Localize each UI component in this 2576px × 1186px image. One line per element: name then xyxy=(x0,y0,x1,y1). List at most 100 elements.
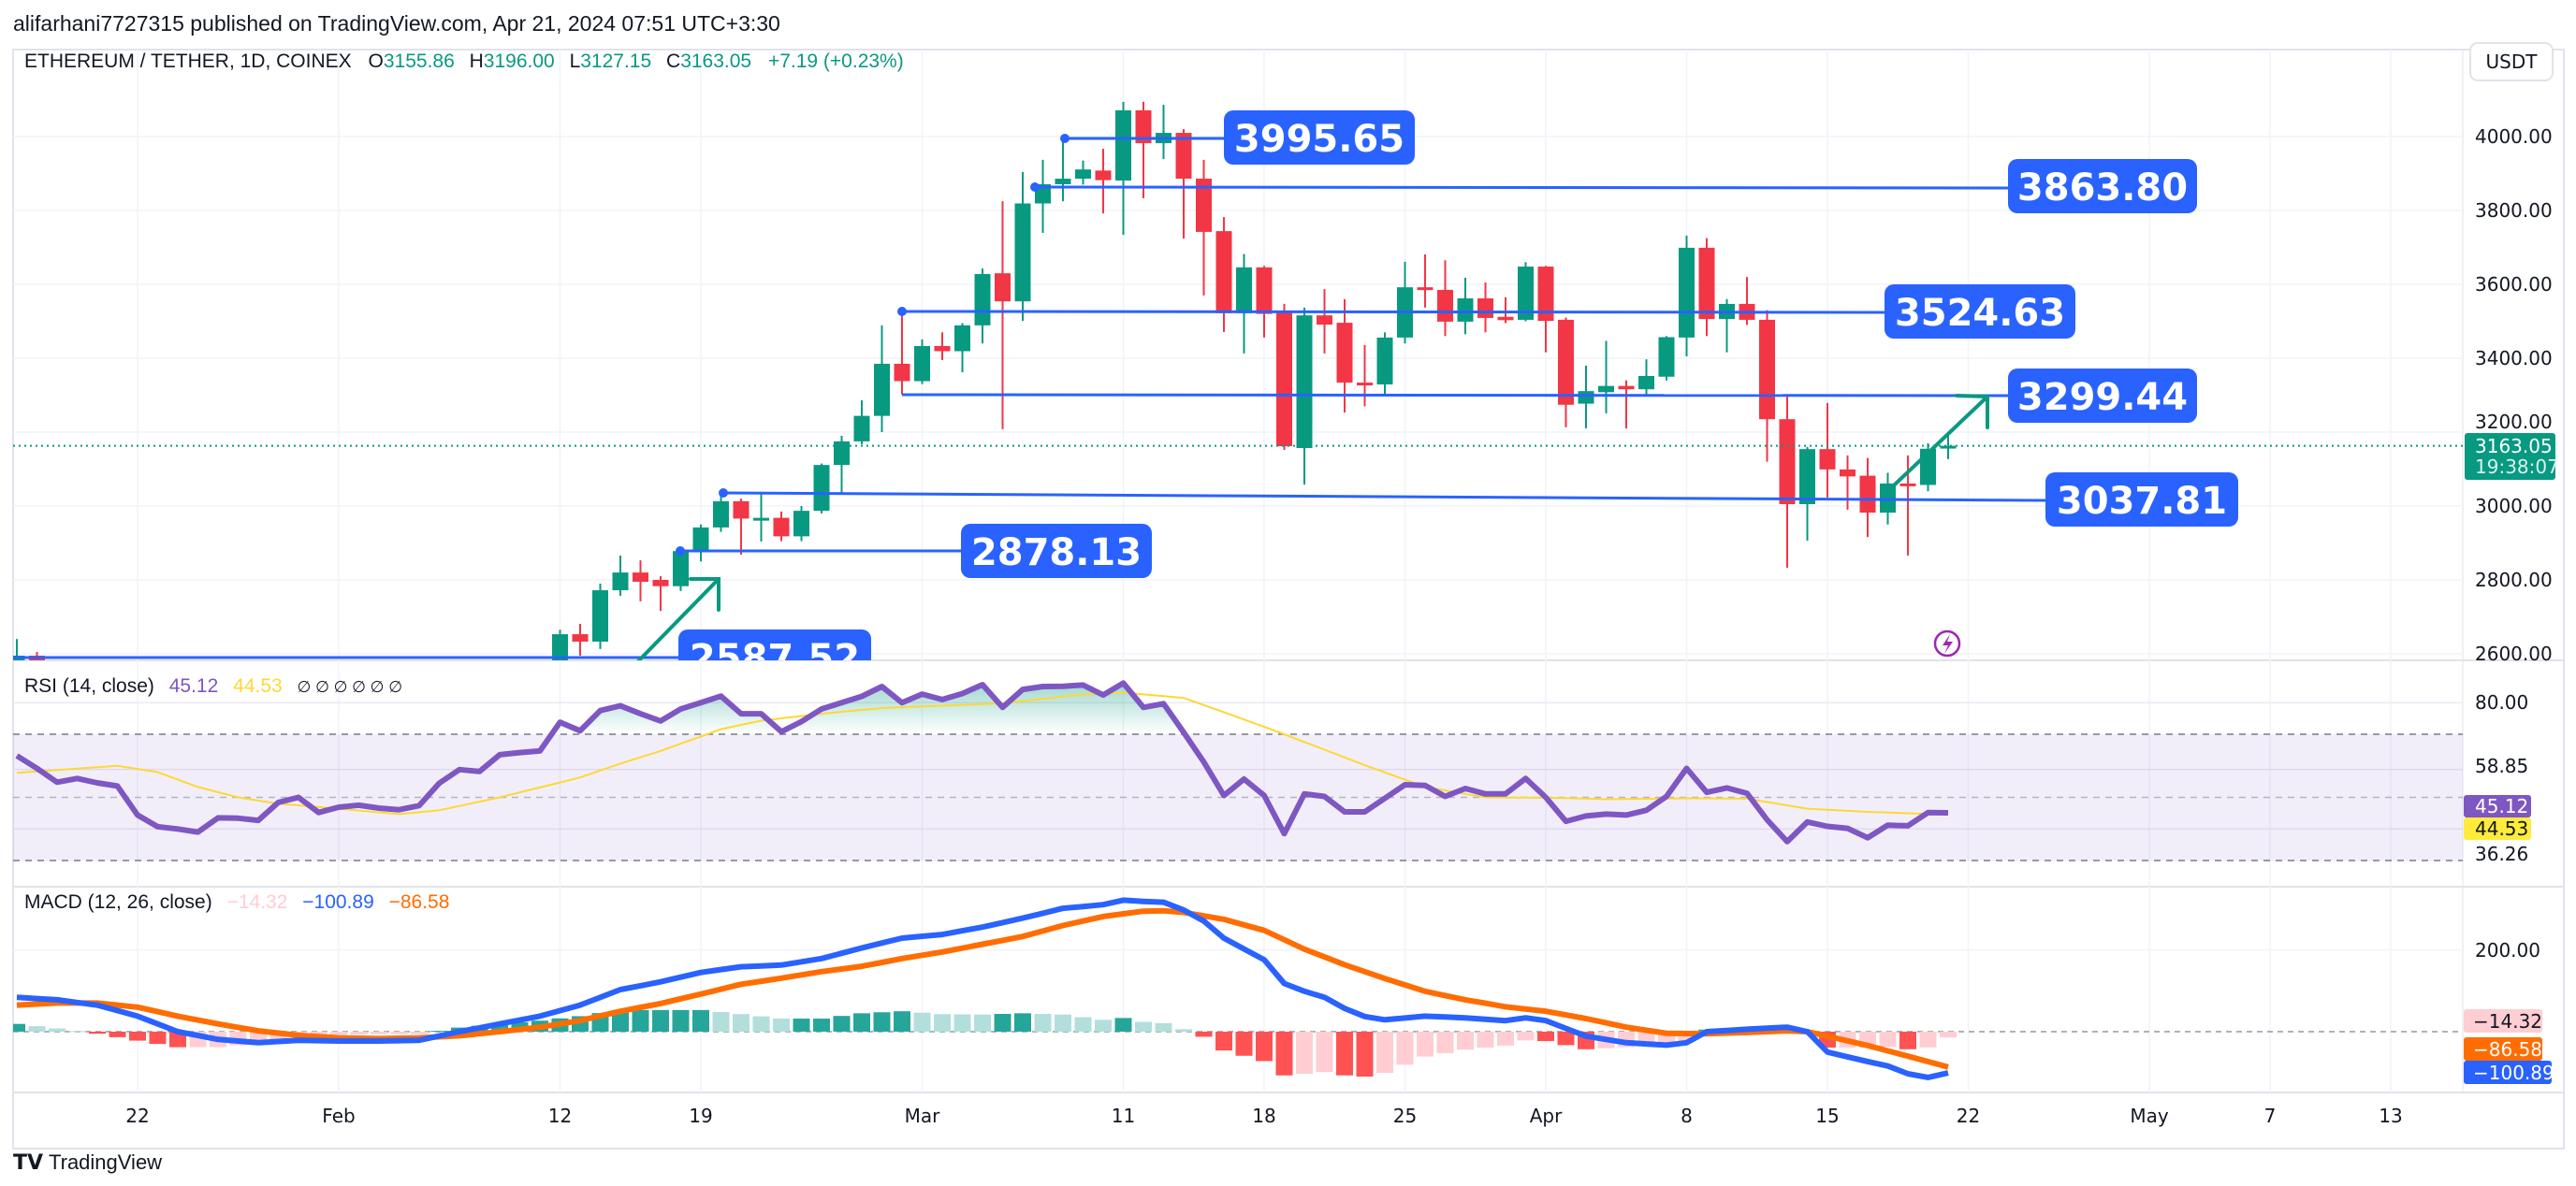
macd-histogram-bar xyxy=(1074,1017,1092,1032)
macd-histogram-bar xyxy=(1014,1013,1031,1032)
lightning-icon[interactable] xyxy=(1933,629,1961,658)
level-label-box[interactable] xyxy=(2045,472,2238,527)
candle-body xyxy=(532,689,548,692)
macd-histogram-bar xyxy=(1055,1014,1071,1032)
level-label-box[interactable] xyxy=(1224,110,1415,165)
price-tick: 3400.00 xyxy=(2475,347,2553,369)
level-anchor-dot[interactable] xyxy=(897,307,907,316)
rsi-line xyxy=(15,680,1949,845)
macd-histogram-bar xyxy=(652,1009,669,1032)
level-2587[interactable]: 2587.52 xyxy=(13,629,871,684)
symbol-legend[interactable]: ETHEREUM / TETHER, 1D, COINEX O3155.86 H… xyxy=(24,51,904,72)
candle xyxy=(1558,317,1574,427)
candle xyxy=(1417,254,1434,308)
level-2878[interactable]: 2878.13 xyxy=(676,524,1152,578)
macd-badge-bg xyxy=(2464,1061,2552,1084)
macd-histogram-bar xyxy=(1517,1032,1535,1041)
macd-histogram-bar xyxy=(1175,1029,1192,1032)
candle-body xyxy=(673,551,689,586)
price-tick: 3200.00 xyxy=(2475,411,2553,433)
tv-logo-icon: TV xyxy=(13,1151,43,1175)
candle xyxy=(1014,171,1031,322)
level-line[interactable] xyxy=(1034,185,2009,190)
level-label-box[interactable] xyxy=(2008,159,2197,213)
macd-histogram-bar xyxy=(28,1026,46,1032)
candle xyxy=(1578,365,1594,429)
candle xyxy=(773,511,790,542)
macd-histogram-bar xyxy=(712,1012,730,1032)
macd-histogram-bar xyxy=(13,1023,25,1032)
candle xyxy=(1940,433,1957,459)
candle xyxy=(1055,139,1071,202)
time-tick: Feb xyxy=(322,1105,355,1127)
level-label-box[interactable] xyxy=(678,629,871,684)
macd-histogram-bar xyxy=(411,1032,428,1034)
level-line[interactable] xyxy=(901,310,1885,314)
arrow-up-right-icon[interactable] xyxy=(1893,394,1989,486)
macd-histogram-bar xyxy=(1457,1032,1474,1050)
macd-histogram-bar xyxy=(89,1032,106,1034)
macd-histogram-bar xyxy=(692,1009,709,1032)
candle-body xyxy=(1175,133,1192,180)
macd-histogram-bar xyxy=(1275,1032,1293,1076)
candle xyxy=(612,555,629,596)
level-label-box[interactable] xyxy=(2008,369,2197,423)
level-3995[interactable]: 3995.65 xyxy=(1060,110,1415,165)
macd-value: −100.89 xyxy=(302,891,374,913)
macd-legend[interactable]: MACD (12, 26, close) −14.32 −100.89 −86.… xyxy=(24,891,449,913)
candle xyxy=(633,560,648,601)
time-tick: 13 xyxy=(2379,1105,2402,1127)
level-3524[interactable]: 3524.63 xyxy=(897,284,2075,339)
candle xyxy=(1537,266,1554,353)
level-3299[interactable]: 3299.44 xyxy=(901,369,2197,423)
candle-body xyxy=(773,517,790,537)
candle xyxy=(472,705,488,724)
currency-label: USDT xyxy=(2486,51,2539,73)
macd-histogram-bar xyxy=(934,1014,951,1032)
last-price-value: 3163.05 xyxy=(2475,435,2553,457)
macd-histogram-bar xyxy=(1557,1032,1575,1046)
level-line[interactable] xyxy=(901,393,2009,398)
level-line[interactable] xyxy=(722,491,2046,502)
candle xyxy=(109,698,125,709)
level-annotations[interactable]: 3995.65 3863.80 3524.63 3299.44 3037.81 xyxy=(13,110,2238,684)
rsi-overbought-fill xyxy=(17,683,1948,734)
trend-arrow-2[interactable] xyxy=(1893,394,1989,486)
level-anchor-dot[interactable] xyxy=(676,546,685,556)
candle-body xyxy=(1518,267,1534,320)
level-anchor-dot[interactable] xyxy=(1060,134,1070,143)
candle xyxy=(813,463,830,513)
candle xyxy=(1477,282,1493,333)
level-anchor-dot[interactable] xyxy=(719,488,728,498)
time-tick: Mar xyxy=(905,1105,941,1127)
candle xyxy=(1598,340,1614,413)
candle xyxy=(652,576,669,612)
level-3037[interactable]: 3037.81 xyxy=(719,472,2238,527)
tradingview-logo[interactable]: TV TradingView xyxy=(13,1150,162,1175)
candle-body xyxy=(1638,375,1654,390)
trend-arrow-1[interactable] xyxy=(636,577,720,661)
rsi-legend[interactable]: RSI (14, close) 45.12 44.53 ∅ ∅ ∅ ∅ ∅ ∅ xyxy=(24,675,402,697)
level-anchor-dot[interactable] xyxy=(1030,182,1040,192)
time-tick: 7 xyxy=(2264,1105,2277,1127)
candle-body xyxy=(1236,267,1252,313)
candle-body xyxy=(1215,231,1232,313)
candle-body xyxy=(652,580,669,586)
candle xyxy=(793,506,809,542)
candle-body xyxy=(1759,319,1775,420)
level-label: 3863.80 xyxy=(2017,166,2188,210)
macd-badge: −100.89 xyxy=(2473,1062,2554,1084)
level-label-box[interactable] xyxy=(961,524,1152,578)
level-3863[interactable]: 3863.80 xyxy=(1030,159,2197,213)
macd-signal-badge-bg xyxy=(2464,1037,2542,1061)
candle xyxy=(1457,277,1474,335)
macd-histogram-bar xyxy=(1396,1032,1414,1065)
arrow-up-right-icon[interactable] xyxy=(636,577,720,661)
macd-histogram-bar xyxy=(1296,1032,1313,1074)
time-axis[interactable]: 22 Feb 12 19 Mar 11 18 25 Apr 8 15 22 May 7 13 xyxy=(125,1105,2402,1127)
level-label-box[interactable] xyxy=(1885,284,2075,339)
price-axis[interactable]: 4000.00 3800.00 3600.00 3400.00 3200.00 3000.… xyxy=(2475,125,2553,665)
currency-button[interactable]: USDT xyxy=(2469,42,2554,81)
candle xyxy=(592,583,608,649)
